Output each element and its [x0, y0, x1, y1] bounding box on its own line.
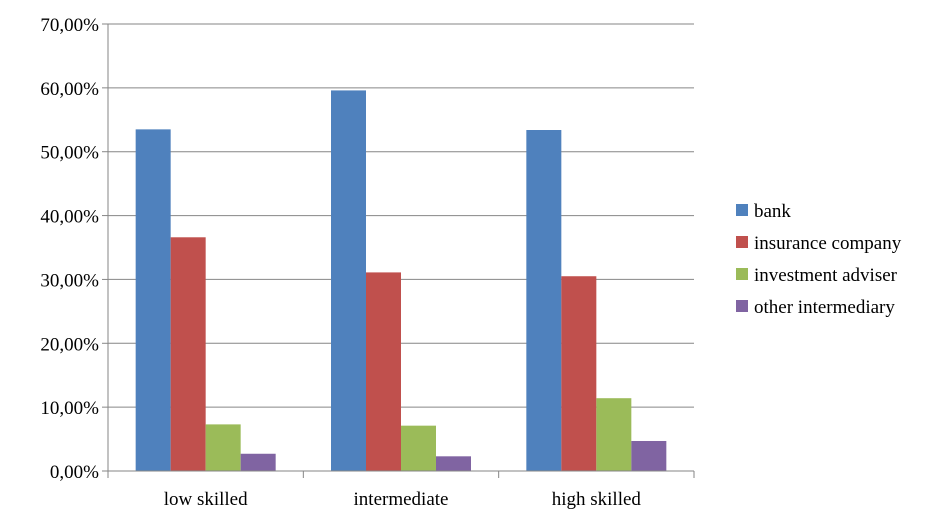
legend-swatch: [736, 204, 748, 216]
bar-investment-adviser-low-skilled: [205, 424, 241, 471]
y-tick-label: 10,00%: [40, 398, 99, 419]
legend-swatch: [736, 236, 748, 248]
bar-other-intermediary-high-skilled: [631, 440, 667, 471]
y-tick-label: 30,00%: [40, 270, 99, 291]
bar-other-intermediary-low-skilled: [240, 453, 276, 471]
y-tick-label: 50,00%: [40, 143, 99, 164]
bar-insurance-company-intermediate: [366, 272, 401, 471]
bar-investment-adviser-intermediate: [401, 425, 436, 471]
x-category-label: low skilled: [164, 489, 248, 510]
legend-label: investment adviser: [754, 265, 898, 286]
y-tick-label: 60,00%: [40, 79, 99, 100]
bar-insurance-company-low-skilled: [170, 237, 206, 471]
bar-insurance-company-high-skilled: [561, 276, 597, 471]
legend-swatch: [736, 300, 748, 312]
y-tick-label: 0,00%: [50, 462, 99, 483]
legend-label: insurance company: [754, 233, 902, 254]
x-category-label: high skilled: [552, 489, 642, 510]
bar-bank-intermediate: [331, 90, 366, 471]
bar-bank-high-skilled: [526, 130, 562, 471]
legend-label: bank: [754, 201, 791, 222]
x-category-labels: low skilled intermediate high skilled: [164, 489, 642, 510]
y-tick-label: 70,00%: [40, 15, 99, 36]
legend-swatch: [736, 268, 748, 280]
axes: [102, 23, 695, 478]
legend-label: other intermediary: [754, 297, 895, 318]
bar-other-intermediary-intermediate: [436, 456, 471, 471]
bars: [135, 90, 667, 471]
bar-investment-adviser-high-skilled: [596, 398, 632, 471]
legend: bank insurance company investment adviser o…: [736, 201, 902, 318]
y-tick-label: 20,00%: [40, 334, 99, 355]
y-tick-label: 40,00%: [40, 207, 99, 228]
y-tick-labels: 0,00% 10,00% 20,00% 30,00% 40,00% 50,00% 60,00…: [40, 15, 99, 483]
x-category-label: intermediate: [354, 489, 449, 510]
bar-bank-low-skilled: [135, 129, 171, 471]
